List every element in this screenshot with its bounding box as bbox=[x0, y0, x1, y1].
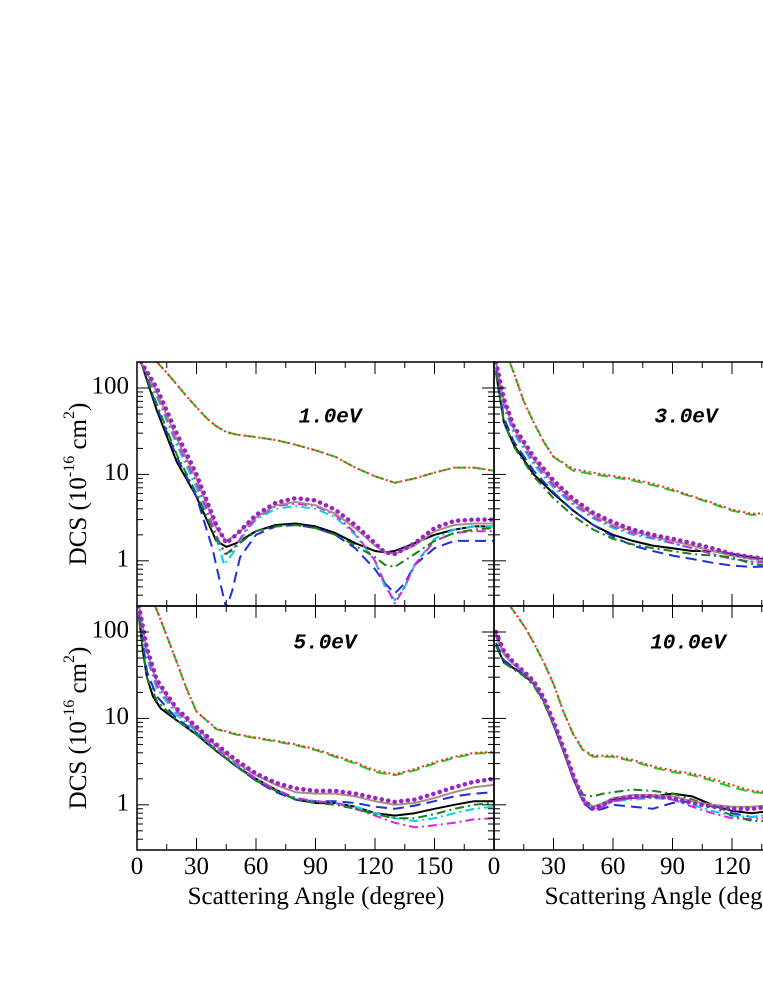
series-line-7 bbox=[140, 362, 494, 568]
series-line-1 bbox=[140, 362, 494, 554]
series-line-9 bbox=[137, 606, 494, 805]
series-line-6 bbox=[138, 606, 494, 829]
y-tick-label: 1 bbox=[117, 546, 130, 573]
x-tick-label: 150 bbox=[416, 853, 454, 880]
series-line-9 bbox=[138, 362, 494, 557]
series-line-5 bbox=[140, 362, 494, 602]
x-tick-label: 120 bbox=[356, 853, 394, 880]
svg-text:DCS (10-16 cm2): DCS (10-16 cm2) bbox=[61, 403, 92, 566]
series-line-7 bbox=[138, 619, 494, 820]
plot-area-bottom-left bbox=[137, 606, 494, 829]
panels-group: 1.0eV 1 10 100 3.0eV 5.0eV 1 10 100 0 30 60 90 120 150… bbox=[92, 361, 763, 880]
series-line-1 bbox=[495, 644, 763, 815]
series-line-1 bbox=[495, 372, 763, 561]
x-axis-title-right: Scattering Angle (degree) bbox=[545, 883, 763, 910]
x-tick-label: 60 bbox=[601, 853, 626, 880]
series-line-2 bbox=[495, 642, 763, 819]
series-line-7 bbox=[495, 372, 763, 566]
series-line-8 bbox=[495, 635, 763, 808]
series-line-4 bbox=[508, 362, 763, 515]
x-tick-label: 90 bbox=[660, 853, 685, 880]
series-line-5 bbox=[495, 362, 763, 563]
panel-label: 5.0eV bbox=[293, 633, 358, 656]
y-axis-title-bottom: DCS (10-16 cm2) bbox=[61, 647, 92, 810]
x-tick-label: 60 bbox=[244, 853, 269, 880]
x-tick-label: 0 bbox=[488, 853, 501, 880]
series-line-2 bbox=[138, 614, 494, 810]
x-tick-label: 0 bbox=[131, 853, 144, 880]
series-line-3 bbox=[508, 606, 763, 794]
series-line-8 bbox=[138, 606, 494, 806]
series-line-4 bbox=[508, 606, 763, 793]
x-tick-label: 30 bbox=[184, 853, 209, 880]
panel-bottom-right: 10.0eV0306090120150 bbox=[488, 605, 763, 880]
x-tick-label: 120 bbox=[713, 853, 751, 880]
series-line-3 bbox=[508, 362, 763, 516]
series-line-3 bbox=[155, 362, 494, 484]
series-line-9 bbox=[494, 362, 763, 561]
series-line-6 bbox=[495, 633, 763, 821]
panel-top-left: 1.0eV 1 10 100 bbox=[92, 361, 495, 607]
y-axis-title-top: DCS (10-16 cm2) bbox=[61, 403, 92, 566]
svg-text:DCS (10-16 cm2): DCS (10-16 cm2) bbox=[61, 647, 92, 810]
plot-frame bbox=[493, 361, 763, 607]
plot-area-top-left bbox=[138, 362, 494, 606]
y-tick-label: 10 bbox=[104, 459, 129, 486]
series-line-4 bbox=[153, 606, 494, 776]
y-tick-label: 100 bbox=[92, 373, 130, 400]
plot-area-top-right bbox=[494, 362, 763, 568]
series-line-2 bbox=[495, 370, 763, 568]
x-tick-label: 30 bbox=[541, 853, 566, 880]
y-tick-label: 1 bbox=[117, 790, 130, 817]
y-tick-label: 100 bbox=[92, 617, 130, 644]
plot-area-bottom-right bbox=[494, 606, 763, 822]
panel-label: 3.0eV bbox=[654, 407, 719, 430]
panel-label: 1.0eV bbox=[298, 407, 363, 430]
plot-frame bbox=[493, 605, 763, 851]
series-line-3 bbox=[153, 606, 494, 777]
x-axis-title-left: Scattering Angle (degree) bbox=[188, 883, 445, 910]
series-line-5 bbox=[495, 635, 763, 819]
y-tick-label: 10 bbox=[104, 703, 129, 730]
series-line-4 bbox=[155, 362, 494, 484]
series-line-6 bbox=[140, 362, 494, 605]
series-line-2 bbox=[140, 362, 494, 606]
series-line-8 bbox=[495, 362, 763, 562]
x-tick-label: 90 bbox=[303, 853, 328, 880]
panel-bottom-left: 5.0eV 1 10 100 0 30 60 90 120 150 bbox=[92, 605, 495, 880]
panel-label: 10.0eV bbox=[650, 633, 728, 656]
panel-top-right: 3.0eV bbox=[493, 361, 763, 607]
plot-frame bbox=[136, 361, 495, 607]
